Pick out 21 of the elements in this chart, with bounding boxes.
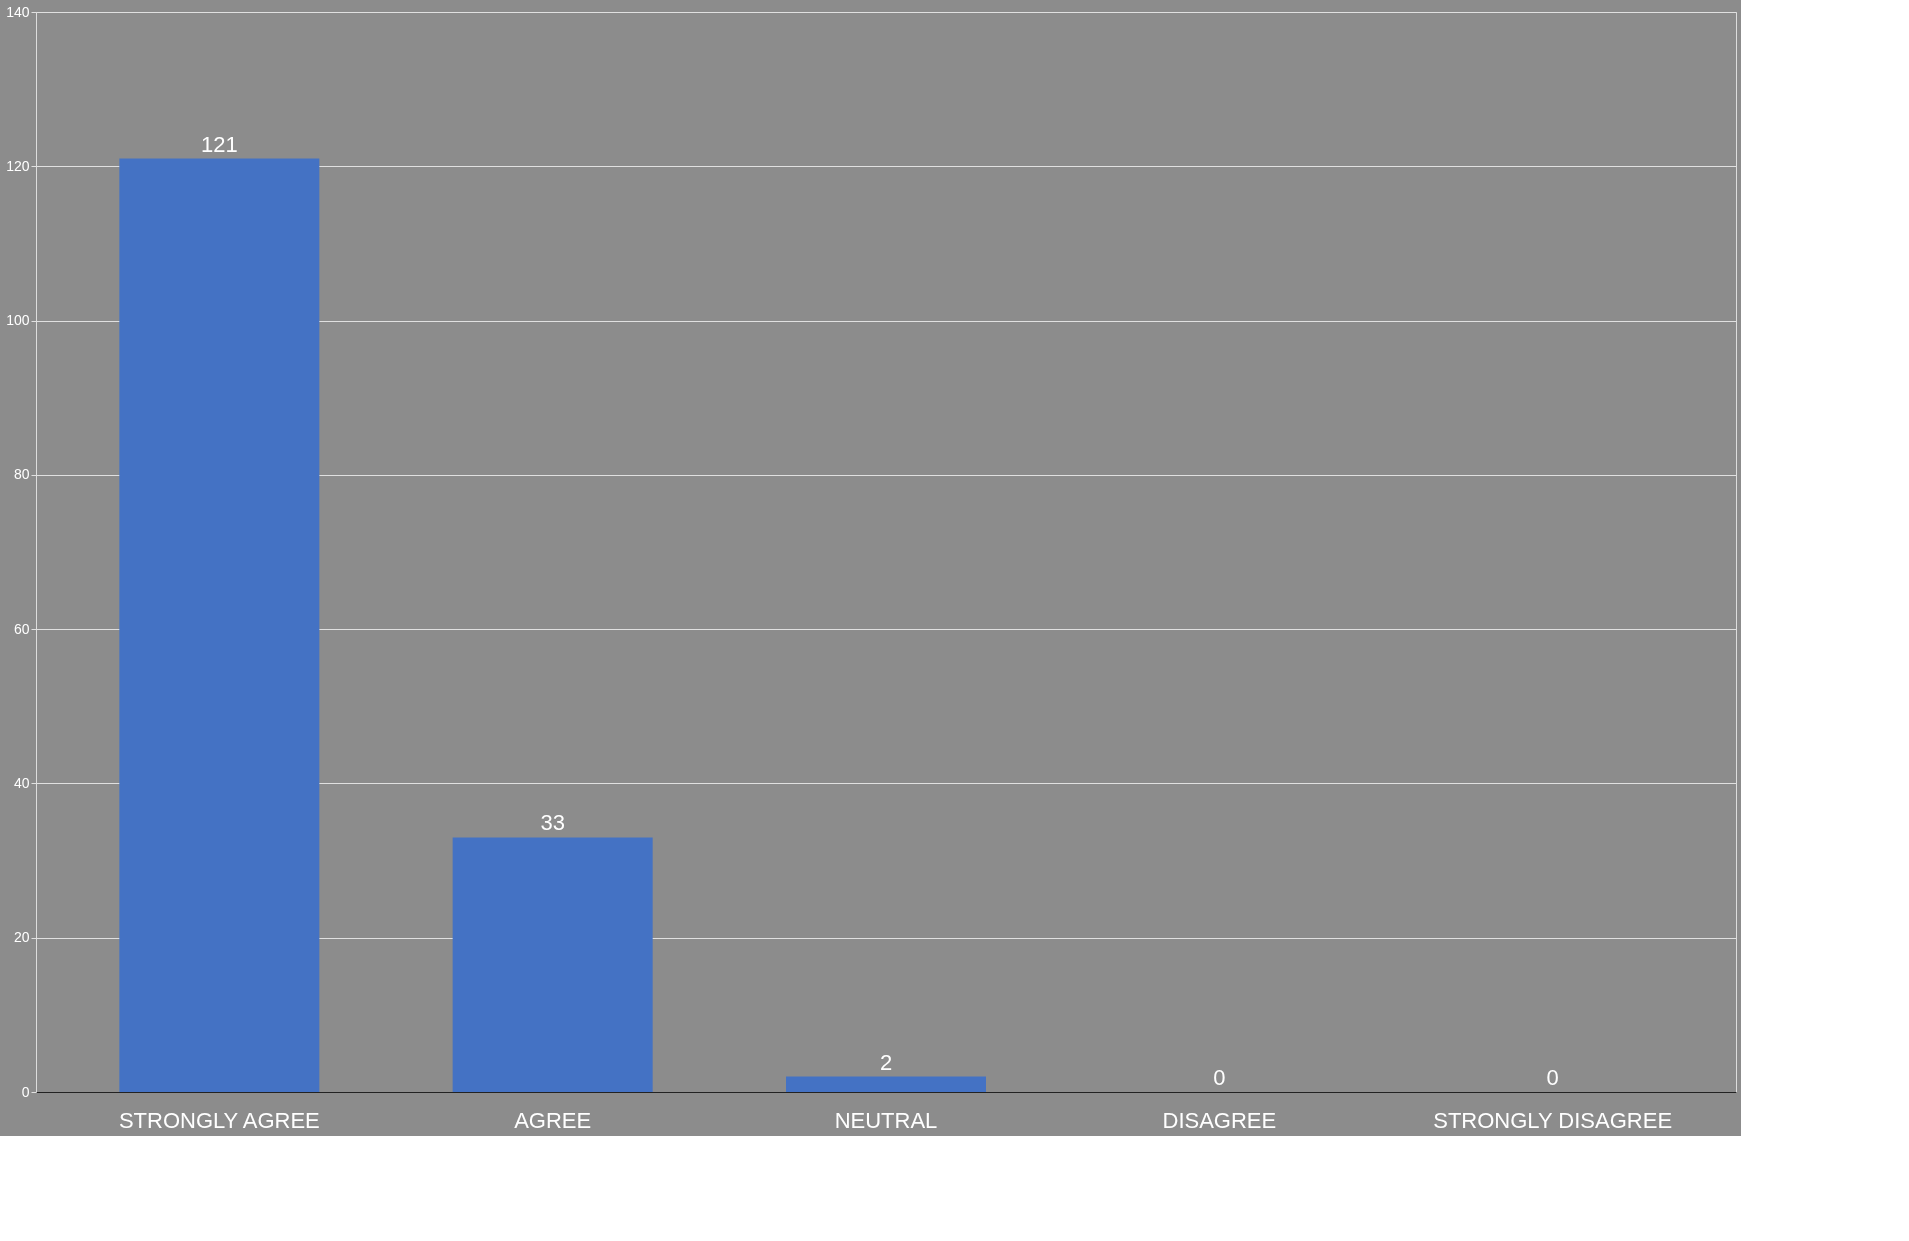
data-label: 121 <box>200 131 238 157</box>
x-tick-label: AGREE <box>514 1107 592 1133</box>
y-tick-label: 60 <box>13 620 30 637</box>
data-label: 0 <box>1546 1065 1559 1090</box>
data-label: 0 <box>1213 1065 1226 1090</box>
y-tick-label: 20 <box>13 929 30 946</box>
y-tick-label: 0 <box>21 1083 30 1100</box>
x-tick-label: DISAGREE <box>1162 1107 1277 1133</box>
y-tick-label: 80 <box>13 466 30 483</box>
y-tick-label: 120 <box>6 157 30 174</box>
x-tick-label: STRONGLY AGREE <box>118 1107 320 1133</box>
y-tick-label: 140 <box>6 3 30 20</box>
x-tick-label: STRONGLY DISAGREE <box>1433 1107 1673 1133</box>
y-tick-label: 40 <box>13 774 30 791</box>
data-label: 33 <box>540 810 565 836</box>
y-tick-label: 100 <box>6 312 30 329</box>
bar <box>452 837 653 1092</box>
x-tick-label: NEUTRAL <box>834 1107 938 1133</box>
bar <box>119 158 320 1092</box>
bar <box>786 1076 986 1092</box>
data-label: 2 <box>879 1049 893 1075</box>
